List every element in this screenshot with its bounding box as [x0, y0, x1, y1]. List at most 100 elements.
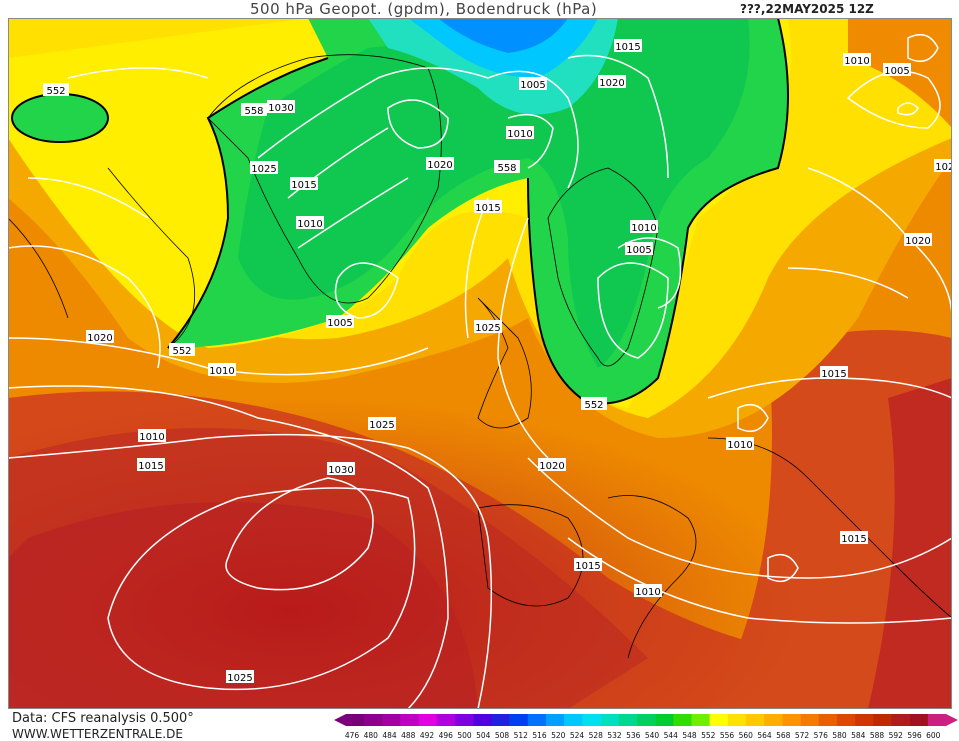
cutoff-low-green — [12, 94, 108, 142]
pressure-label: 552 — [581, 397, 607, 411]
color-legend-tick-label: 596 — [907, 731, 922, 740]
data-source: Data: CFS reanalysis 0.500° — [12, 711, 194, 726]
pressure-label: 558 — [494, 160, 520, 174]
color-legend-tick-label: 568 — [776, 731, 791, 740]
color-legend-cell — [618, 714, 638, 726]
color-legend-tick-label: 592 — [889, 731, 904, 740]
svg-text:558: 558 — [244, 106, 263, 117]
color-legend-tick-label: 572 — [795, 731, 810, 740]
svg-text:1010: 1010 — [844, 56, 869, 67]
pressure-label: 552 — [43, 83, 69, 97]
svg-text:1020: 1020 — [905, 236, 930, 247]
pressure-label: 1015 — [290, 177, 318, 191]
svg-text:552: 552 — [584, 400, 603, 411]
color-legend-tick-label: 564 — [757, 731, 772, 740]
svg-text:1005: 1005 — [626, 245, 651, 256]
pressure-label: 558 — [241, 103, 267, 117]
svg-text:1025: 1025 — [369, 420, 394, 431]
svg-text:1005: 1005 — [520, 80, 545, 91]
color-legend-tick-label: 552 — [701, 731, 716, 740]
color-legend-tick-label: 508 — [495, 731, 510, 740]
color-legend-cell — [546, 714, 565, 726]
pressure-label: 1010 — [506, 126, 534, 140]
color-legend-cell — [436, 714, 456, 726]
color-legend-tick-label: 548 — [682, 731, 697, 740]
pressure-label: 1025 — [368, 417, 396, 431]
pressure-label: 1015 — [840, 531, 868, 545]
svg-text:552: 552 — [46, 86, 65, 97]
pressure-label: 1025 — [474, 320, 502, 334]
pressure-label: 1025 — [226, 670, 254, 684]
contour-552-heavy — [167, 18, 789, 405]
color-legend-cell — [709, 714, 729, 726]
svg-text:1015: 1015 — [475, 203, 500, 214]
pressure-label: 1020 — [904, 233, 932, 247]
color-legend-cell — [746, 714, 765, 726]
color-legend-cell — [455, 714, 474, 726]
svg-text:1015: 1015 — [291, 180, 316, 191]
svg-text:1015: 1015 — [575, 561, 600, 572]
color-legend-cell — [364, 714, 383, 726]
color-legend-cell — [418, 714, 438, 726]
pressure-label: 1005 — [519, 77, 547, 91]
svg-text:1025: 1025 — [227, 673, 252, 684]
color-legend-tick-label: 520 — [551, 731, 566, 740]
trough-green-inner — [238, 18, 750, 368]
svg-text:1010: 1010 — [209, 366, 234, 377]
pressure-label: 1010 — [630, 220, 658, 234]
pressure-label: 1010 — [634, 584, 662, 598]
trough-deepblue — [438, 18, 568, 53]
pressure-label: 1010 — [843, 53, 871, 67]
color-legend-tick-label: 528 — [589, 731, 604, 740]
color-legend-tick-label: 480 — [364, 731, 379, 740]
color-legend-tick-label: 600 — [926, 731, 941, 740]
pressure-label: 1010 — [726, 437, 754, 451]
color-legend-tick-label: 584 — [851, 731, 866, 740]
color-legend-tick-label: 500 — [457, 731, 472, 740]
color-legend-cell — [582, 714, 601, 726]
color-legend-tick-label: 492 — [420, 731, 435, 740]
pressure-label: 1015 — [474, 200, 502, 214]
color-legend-cell — [782, 714, 801, 726]
color-legend-cell — [673, 714, 692, 726]
map-title: 500 hPa Geopot. (gpdm), Bodendruck (hPa) — [250, 0, 598, 18]
color-legend-cell — [509, 714, 529, 726]
website-link[interactable]: WWW.WETTERZENTRALE.DE — [12, 727, 183, 741]
svg-text:1020: 1020 — [87, 333, 112, 344]
color-legend-cell — [818, 714, 838, 726]
svg-text:1020: 1020 — [427, 160, 452, 171]
color-legend-tick-label: 532 — [607, 731, 622, 740]
svg-text:1010: 1010 — [631, 223, 656, 234]
color-legend-tick-label: 504 — [476, 731, 491, 740]
svg-text:1020: 1020 — [935, 162, 952, 173]
svg-text:552: 552 — [172, 346, 191, 357]
weather-map: 552 1030 558 1025 1015 1010 1005 1020 10… — [8, 18, 952, 709]
color-legend-tick-label: 484 — [382, 731, 397, 740]
svg-text:1020: 1020 — [539, 461, 564, 472]
svg-text:1015: 1015 — [841, 534, 866, 545]
svg-text:1010: 1010 — [139, 432, 164, 443]
pressure-label: 1010 — [208, 363, 236, 377]
color-legend-arrow-left — [334, 714, 346, 726]
color-legend-cell — [346, 714, 365, 726]
svg-text:1015: 1015 — [138, 461, 163, 472]
color-legend-tick-label: 488 — [401, 731, 416, 740]
pressure-label: 1020 — [598, 75, 626, 89]
svg-text:1010: 1010 — [727, 440, 752, 451]
color-legend-cells — [334, 714, 958, 726]
coastlines — [8, 54, 952, 659]
color-legend-cell — [873, 714, 892, 726]
color-legend-cell — [636, 714, 656, 726]
color-legend-cell — [473, 714, 492, 726]
color-legend: 476 480 484 488 492 496 500 504 508 512 516 520 524 5… — [334, 714, 958, 740]
pressure-label: 1015 — [614, 39, 642, 53]
svg-text:1025: 1025 — [475, 323, 500, 334]
color-legend-cell — [836, 714, 856, 726]
color-legend-tick-label: 588 — [870, 731, 885, 740]
pressure-label: 1030 — [327, 462, 355, 476]
svg-text:1010: 1010 — [507, 129, 532, 140]
color-legend-tick-label: 536 — [626, 731, 641, 740]
pressure-label: 1015 — [574, 558, 602, 572]
pressure-labels: 552 1030 558 1025 1015 1010 1005 1020 10… — [43, 39, 952, 684]
pressure-label: 1020 — [538, 458, 566, 472]
